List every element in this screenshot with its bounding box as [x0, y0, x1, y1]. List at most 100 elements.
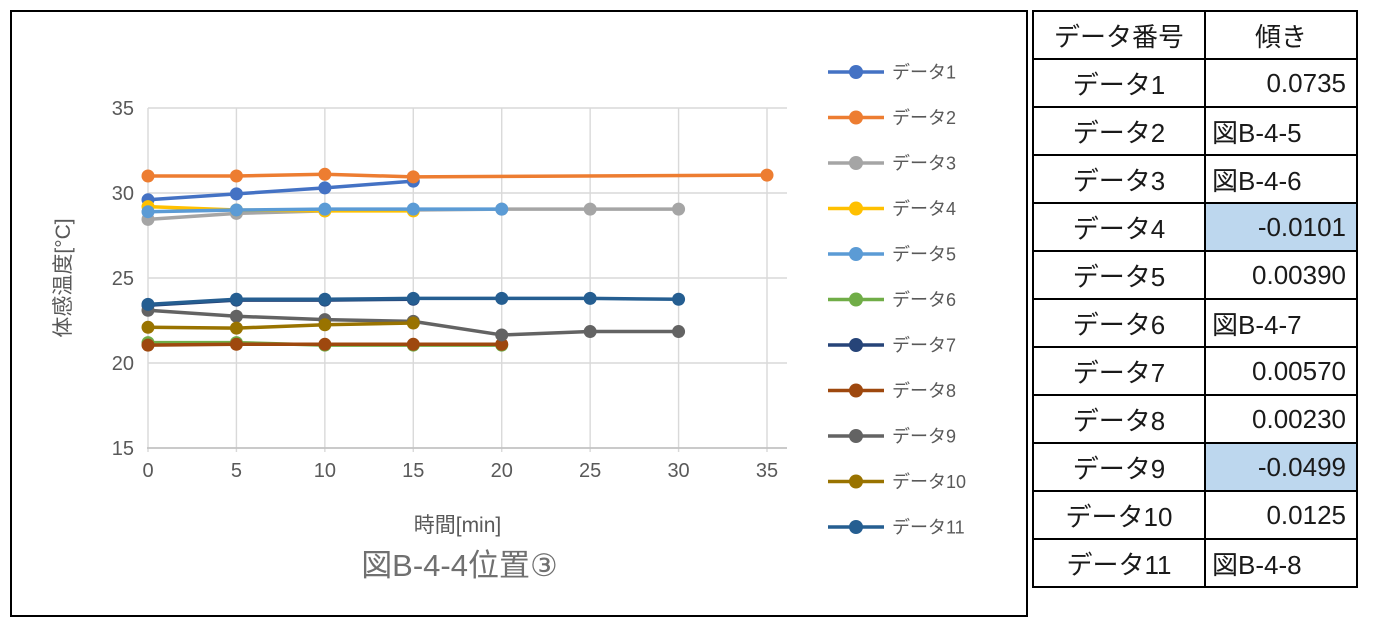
legend-marker-dot	[849, 156, 863, 170]
legend-item-データ3: データ3	[828, 154, 956, 174]
legend-item-データ7: データ7	[828, 336, 956, 356]
series-marker	[760, 168, 774, 182]
series-marker	[583, 325, 597, 339]
series-marker	[406, 202, 420, 216]
slope-value-cell: 図B-4-5	[1204, 106, 1358, 156]
legend-label: データ3	[892, 154, 956, 174]
series-marker	[141, 338, 155, 352]
x-tick-label: 35	[756, 460, 778, 482]
data-label-cell: データ5	[1032, 250, 1206, 300]
series-データ1	[141, 174, 420, 207]
slope-value-cell-highlighted: -0.0499	[1204, 442, 1358, 492]
x-axis-label: 時間[min]	[414, 514, 502, 537]
table-header-row: データ番号 傾き	[1032, 10, 1358, 60]
slope-value-cell: 図B-4-6	[1204, 154, 1358, 204]
x-tick-label: 30	[667, 460, 689, 482]
series-marker	[141, 205, 155, 219]
legend-marker-dot	[849, 65, 863, 79]
legend-item-データ8: データ8	[828, 381, 956, 401]
legend-label: データ5	[892, 245, 956, 265]
table-row: データ2 図B-4-5	[1032, 106, 1358, 156]
chart-gridlines	[147, 107, 787, 452]
data-label-cell: データ8	[1032, 394, 1206, 444]
series-marker	[318, 167, 332, 181]
series-line	[147, 321, 414, 330]
series-marker	[229, 309, 243, 323]
slope-table: データ番号 傾き データ1 0.0735 データ2 図B-4-5 データ3 図B…	[1032, 10, 1358, 588]
x-tick-label: 15	[402, 460, 424, 482]
slope-value-cell: 0.00570	[1204, 346, 1358, 396]
x-tick-label: 10	[314, 460, 336, 482]
series-marker	[318, 292, 332, 306]
data-label-cell: データ7	[1032, 346, 1206, 396]
chart-panel: 0 5 10 15 20 25 30 35 15 20 25 30 35 時間[min] 体感温度[°C] 図…	[10, 10, 1028, 617]
series-marker	[318, 181, 332, 195]
legend-item-データ11: データ11	[828, 518, 965, 538]
legend-item-データ6: データ6	[828, 290, 956, 310]
series-データ8	[141, 337, 509, 352]
legend-item-データ9: データ9	[828, 427, 956, 447]
series-marker	[495, 202, 509, 216]
data-label-cell: データ9	[1032, 442, 1206, 492]
table-row: データ8 0.00230	[1032, 394, 1358, 444]
x-tick-label: 5	[231, 460, 242, 482]
series-marker	[406, 337, 420, 351]
data-label-cell: データ4	[1032, 202, 1206, 252]
y-tick-label: 20	[112, 353, 134, 375]
legend-label: データ1	[892, 63, 956, 83]
legend-marker-dot	[849, 292, 863, 307]
column-header-data-number: データ番号	[1032, 10, 1206, 60]
slope-value-cell-highlighted: -0.0101	[1204, 202, 1358, 252]
y-tick-label: 30	[112, 183, 134, 205]
table-row: データ9 -0.0499	[1032, 442, 1358, 492]
legend-marker-dot	[849, 338, 863, 352]
series-marker	[672, 202, 686, 216]
x-tick-label: 20	[491, 460, 513, 482]
column-header-slope: 傾き	[1204, 10, 1358, 60]
table-row: データ5 0.00390	[1032, 250, 1358, 300]
table-row: データ4 -0.0101	[1032, 202, 1358, 252]
data-label-cell: データ10	[1032, 490, 1206, 540]
legend-marker-dot	[849, 383, 863, 398]
series-データ11	[141, 291, 686, 311]
series-marker	[229, 321, 243, 335]
series-marker	[318, 337, 332, 351]
slope-value-cell: 0.0735	[1204, 58, 1358, 108]
legend-marker-dot	[849, 201, 863, 216]
chart-title: 図B-4-4位置③	[361, 548, 558, 583]
data-label-cell: データ3	[1032, 154, 1206, 204]
legend-label: データ9	[892, 427, 956, 447]
series-marker	[495, 328, 509, 342]
slope-value-cell: 図B-4-8	[1204, 538, 1358, 588]
series-marker	[672, 325, 686, 339]
series-marker	[495, 291, 509, 305]
slope-value-cell: 0.0125	[1204, 490, 1358, 540]
legend-item-データ4: データ4	[828, 199, 956, 219]
series-marker	[406, 316, 420, 330]
series-marker	[229, 292, 243, 306]
series-データ5	[141, 202, 509, 219]
series-データ10	[141, 316, 420, 335]
series-marker	[318, 318, 332, 332]
x-tick-label: 0	[142, 460, 153, 482]
legend-marker-dot	[849, 247, 863, 261]
table-row: データ7 0.00570	[1032, 346, 1358, 396]
line-chart: 0 5 10 15 20 25 30 35 15 20 25 30 35 時間[min] 体感温度[°C] 図…	[52, 63, 966, 584]
table-row: データ3 図B-4-6	[1032, 154, 1358, 204]
series-marker	[672, 292, 686, 306]
y-tick-label: 25	[112, 268, 134, 290]
series-marker	[318, 202, 332, 216]
series-line	[147, 179, 414, 202]
series-marker	[406, 170, 420, 184]
legend-marker-dot	[849, 520, 863, 534]
legend-label: データ10	[892, 472, 966, 492]
legend-label: データ2	[892, 108, 956, 128]
legend-item-データ1: データ1	[828, 63, 956, 83]
data-label-cell: データ1	[1032, 58, 1206, 108]
table-row: データ10 0.0125	[1032, 490, 1358, 540]
data-label-cell: データ11	[1032, 538, 1206, 588]
series-marker	[583, 291, 597, 305]
series-marker	[229, 337, 243, 351]
series-marker	[141, 169, 155, 183]
